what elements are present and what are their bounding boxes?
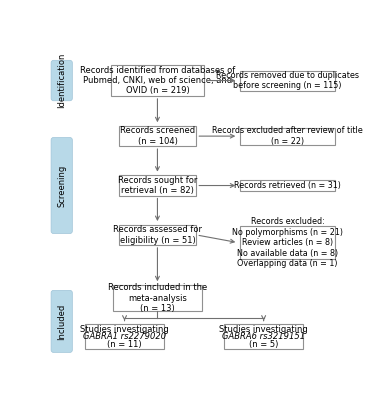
Bar xyxy=(240,71,335,91)
Text: Studies investigating: Studies investigating xyxy=(80,325,169,334)
FancyBboxPatch shape xyxy=(51,138,72,233)
Text: Screening: Screening xyxy=(57,164,66,207)
Text: (n = 11): (n = 11) xyxy=(107,340,142,349)
Text: Records screened
(n = 104): Records screened (n = 104) xyxy=(120,126,195,146)
Text: Studies investigating: Studies investigating xyxy=(219,325,308,334)
Text: Records sought for
retrieval (n = 82): Records sought for retrieval (n = 82) xyxy=(118,176,197,195)
Bar xyxy=(240,128,335,145)
Bar xyxy=(119,176,196,196)
Text: Records removed due to duplicates
before screening (n = 115): Records removed due to duplicates before… xyxy=(216,71,359,90)
Text: Records included in the
meta-analysis
(n = 13): Records included in the meta-analysis (n… xyxy=(108,284,207,313)
Bar xyxy=(119,225,196,245)
Text: Identification: Identification xyxy=(57,53,66,108)
Text: Included: Included xyxy=(57,303,66,340)
Text: Records excluded:
No polymorphisms (n = 21)
Review articles (n = 8)
No available: Records excluded: No polymorphisms (n = … xyxy=(232,217,343,268)
FancyBboxPatch shape xyxy=(51,290,72,352)
Bar xyxy=(240,227,335,259)
Text: Records excluded after review of title
(n = 22): Records excluded after review of title (… xyxy=(212,126,363,146)
Bar xyxy=(119,126,196,146)
FancyBboxPatch shape xyxy=(51,60,72,101)
Text: GABRA6 rs3219151: GABRA6 rs3219151 xyxy=(222,332,305,341)
Bar xyxy=(240,180,335,191)
Text: Records assessed for
eligibility (n = 51): Records assessed for eligibility (n = 51… xyxy=(113,225,202,245)
Bar xyxy=(113,285,202,311)
Text: Records identified from databases of
Pubmed, CNKI, web of science, and
OVID (n =: Records identified from databases of Pub… xyxy=(80,66,235,95)
Bar xyxy=(224,324,303,349)
Bar xyxy=(85,324,164,349)
Text: GABRA1 rs2279020: GABRA1 rs2279020 xyxy=(83,332,166,341)
Bar xyxy=(111,65,204,96)
Text: Records retrieved (n = 31): Records retrieved (n = 31) xyxy=(234,181,341,190)
Text: (n = 5): (n = 5) xyxy=(249,340,278,349)
